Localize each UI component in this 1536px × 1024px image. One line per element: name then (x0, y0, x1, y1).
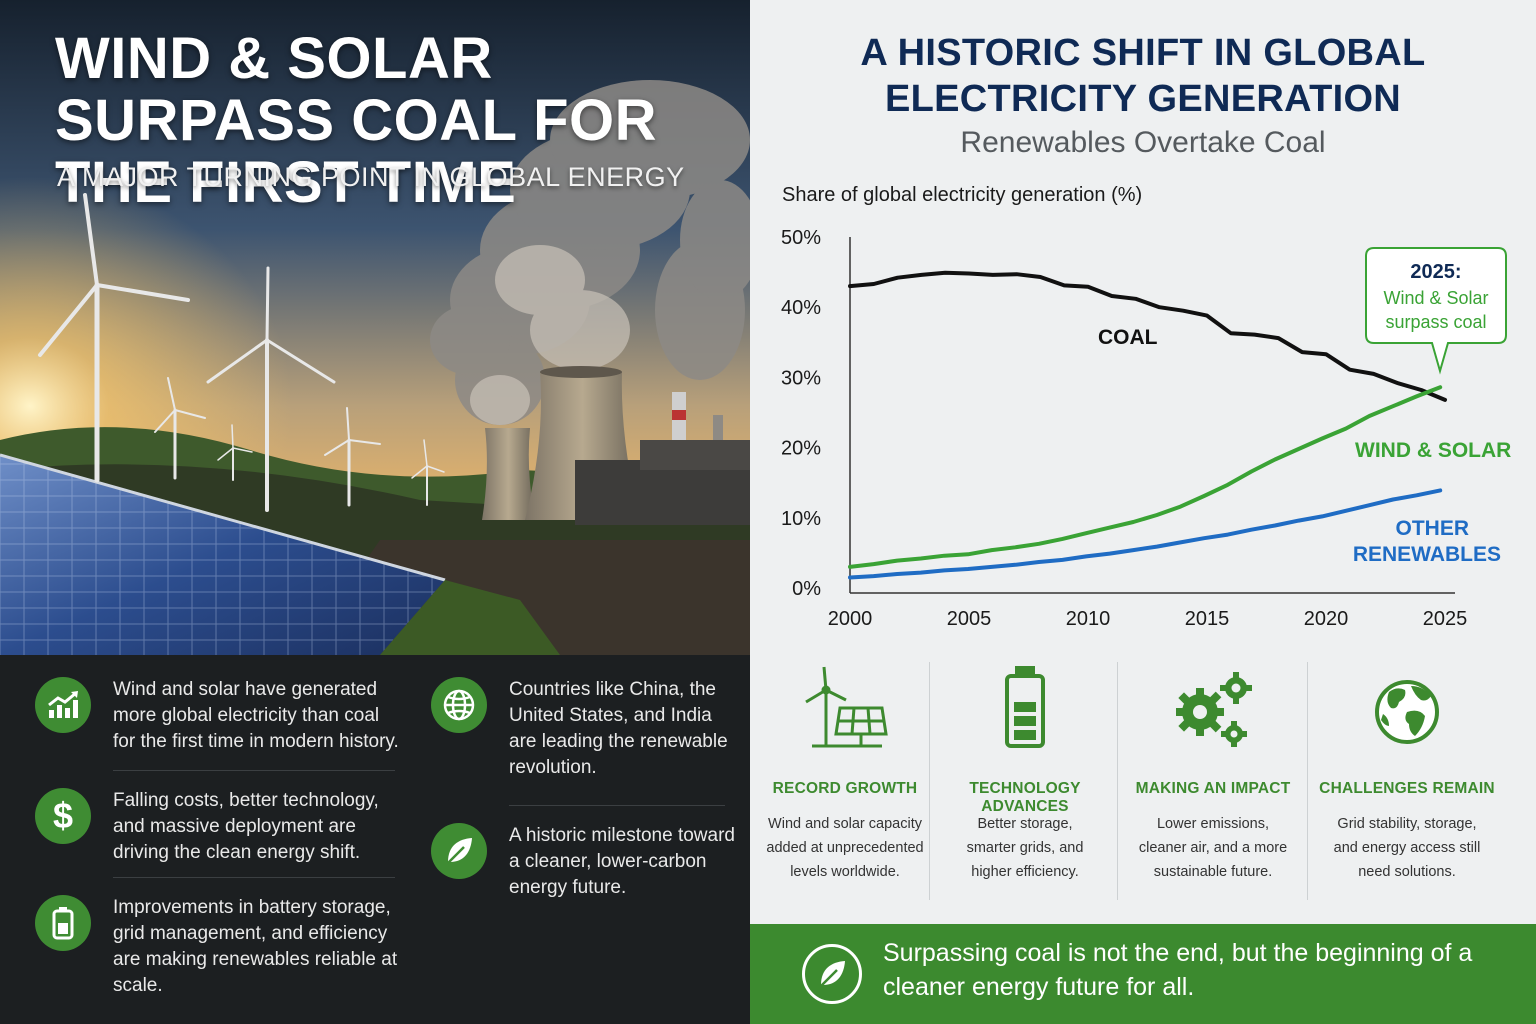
gears-icon (1168, 662, 1258, 757)
divider (113, 877, 395, 878)
y-tick-label: 20% (781, 438, 821, 460)
fact-text: A historic milestone toward a cleaner, l… (509, 825, 735, 898)
feature-body: Lower emissions, cleaner air, and a more… (1138, 816, 1288, 880)
feature-body: Wind and solar capacity added at unprece… (766, 816, 924, 880)
y-tick-label: 0% (792, 578, 821, 600)
fact-text: Falling costs, better technology, and ma… (113, 790, 379, 863)
footer-banner: Surpassing coal is not the end, but the … (750, 924, 1536, 1024)
fact-item: Improvements in battery storage, grid ma… (35, 895, 405, 999)
x-tick-label: 2010 (1066, 608, 1111, 630)
fact-item: Countries like China, the United States,… (431, 677, 736, 781)
series-label-other-renewables-line1: OTHER (1396, 517, 1470, 540)
fact-text: Countries like China, the United States,… (509, 679, 728, 778)
chart-section-subtitle: Renewables Overtake Coal (960, 126, 1326, 159)
divider (1307, 662, 1308, 900)
x-tick-label: 2000 (828, 608, 873, 630)
leaf-icon (802, 944, 862, 1004)
battery-icon (35, 895, 91, 951)
feature-record-growth: Record Growth Wind and solar capacity ad… (750, 660, 940, 900)
right-panel: A Historic Shift in Global Electricity G… (750, 0, 1536, 1024)
fact-item: A historic milestone toward a cleaner, l… (431, 823, 736, 901)
feature-title: Record Growth (772, 780, 918, 797)
feature-body: Better storage, smarter grids, and highe… (966, 816, 1084, 880)
y-tick-label: 30% (781, 367, 821, 389)
fact-item: Wind and solar have generated more globa… (35, 677, 405, 755)
hero-image: Wind & Solar Surpass Coal for the First … (0, 0, 750, 655)
feature-challenges-remain: Challenges Remain Grid stability, storag… (1312, 660, 1502, 900)
series-label-coal: COAL (1098, 326, 1158, 349)
series-label-other-renewables-line2: RENEWABLES (1353, 543, 1501, 566)
wind-solar-icon (800, 662, 890, 757)
other-renewables-line (848, 488, 1443, 580)
hero-subtitle: A Major Turning Point in Global Energy (57, 162, 685, 192)
left-panel: Wind & Solar Surpass Coal for the First … (0, 0, 750, 1024)
facts-section: Wind and solar have generated more globa… (0, 655, 750, 1024)
y-tick-label: 50% (781, 227, 821, 249)
annotation-callout: 2025: Wind & Solar surpass coal (1365, 247, 1507, 375)
footer-text: Surpassing coal is not the end, but the … (883, 939, 1473, 1001)
landscape-illustration (0, 0, 750, 655)
y-tick-label: 10% (781, 508, 821, 530)
leaf-icon (431, 823, 487, 879)
divider (113, 770, 395, 771)
feature-body: Grid stability, storage, and energy acce… (1333, 816, 1481, 880)
growth-chart-icon (35, 677, 91, 733)
battery-icon (995, 662, 1055, 757)
x-tick-label: 2015 (1185, 608, 1230, 630)
divider (1117, 662, 1118, 900)
chart-section-title-text: A Historic Shift in Global Electricity G… (860, 32, 1426, 120)
feature-making-an-impact: Making an Impact Lower emissions, cleane… (1118, 660, 1308, 900)
feature-title: Making an Impact (1135, 780, 1291, 797)
globe-icon (431, 677, 487, 733)
y-tick-label: 40% (781, 297, 821, 319)
x-tick-label: 2020 (1304, 608, 1349, 630)
feature-title: Technology Advances (969, 780, 1081, 815)
fact-item: $ Falling costs, better technology, and … (35, 788, 405, 866)
feature-title: Challenges Remain (1319, 780, 1495, 797)
x-tick-label: 2025 (1423, 608, 1468, 630)
divider (509, 805, 725, 806)
x-tick-label: 2005 (947, 608, 992, 630)
line-chart: Share of global electricity generation (… (781, 184, 1511, 630)
series-label-wind-solar: WIND & SOLAR (1355, 439, 1511, 462)
globe-icon (1367, 662, 1447, 757)
dollar-icon: $ (35, 788, 91, 844)
hero-title: Wind & Solar Surpass Coal for the First … (55, 26, 658, 215)
features-row: Record Growth Wind and solar capacity ad… (750, 660, 1536, 900)
annotation-text-line1: Wind & Solar (1383, 288, 1488, 308)
wind-solar-line (848, 385, 1443, 569)
annotation-text-line2: surpass coal (1385, 312, 1486, 332)
coal-line (848, 270, 1447, 402)
chart-section-title: A Historic Shift in Global Electricity G… (750, 30, 1536, 122)
fact-text: Improvements in battery storage, grid ma… (113, 897, 398, 996)
fact-text: Wind and solar have generated more globa… (113, 679, 399, 752)
feature-technology-advances: Technology Advances Better storage, smar… (930, 660, 1120, 900)
annotation-year: 2025: (1410, 261, 1461, 283)
chart-title: Share of global electricity generation (… (782, 184, 1142, 206)
divider (929, 662, 930, 900)
